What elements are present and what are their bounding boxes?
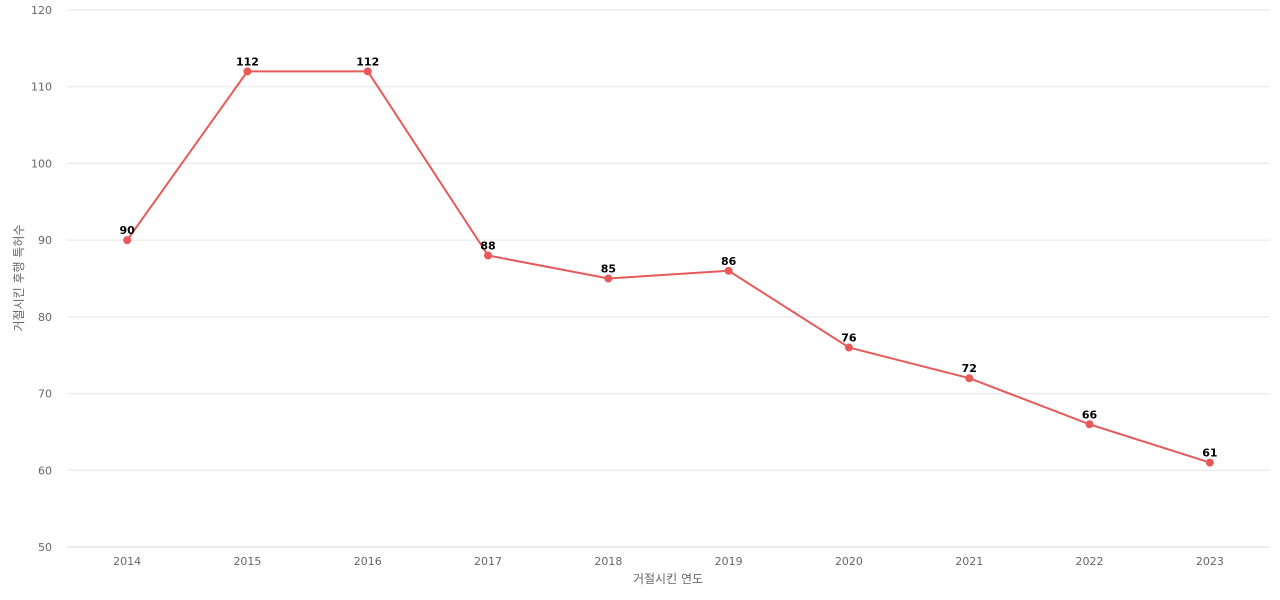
- data-point[interactable]: [363, 67, 372, 76]
- x-tick-label: 2015: [233, 555, 261, 568]
- x-tick-label: 2014: [113, 555, 141, 568]
- data-labels: 90 112 112 88 85 86 76 72 66 61: [119, 55, 1217, 459]
- data-label: 112: [356, 55, 379, 68]
- y-tick-label: 100: [31, 157, 52, 170]
- grid: [67, 9, 1270, 548]
- x-tick-label: 2020: [835, 555, 863, 568]
- data-label: 61: [1202, 447, 1217, 460]
- x-axis-ticks: 2014 2015 2016 2017 2018 2019 2020 2021 2022 2023: [113, 555, 1224, 568]
- data-label: 112: [236, 55, 259, 68]
- data-point[interactable]: [1085, 420, 1094, 429]
- data-point[interactable]: [484, 251, 493, 260]
- y-tick-label: 80: [38, 311, 52, 324]
- data-point[interactable]: [604, 274, 613, 283]
- y-tick-label: 50: [38, 541, 52, 554]
- data-point[interactable]: [724, 266, 733, 275]
- data-point[interactable]: [965, 374, 974, 383]
- x-axis-title: 거절시킨 연도: [633, 572, 703, 586]
- y-tick-label: 60: [38, 464, 52, 477]
- y-axis-ticks: 50 60 70 80 90 100 110 120: [31, 4, 52, 554]
- x-tick-label: 2017: [474, 555, 502, 568]
- series-line: [126, 70, 1211, 464]
- data-point[interactable]: [1205, 458, 1214, 467]
- data-label: 88: [480, 239, 495, 252]
- y-tick-label: 120: [31, 4, 52, 17]
- x-tick-label: 2019: [715, 555, 743, 568]
- x-tick-label: 2023: [1196, 555, 1224, 568]
- data-label: 90: [119, 224, 135, 237]
- y-tick-label: 110: [31, 81, 52, 94]
- x-tick-label: 2018: [594, 555, 622, 568]
- data-point[interactable]: [243, 67, 252, 76]
- data-label: 86: [721, 255, 737, 268]
- series: [123, 67, 1214, 467]
- x-tick-label: 2016: [354, 555, 382, 568]
- data-label: 66: [1082, 408, 1098, 421]
- data-point[interactable]: [123, 236, 132, 245]
- y-tick-label: 90: [38, 234, 52, 247]
- y-tick-label: 70: [38, 388, 52, 401]
- data-label: 72: [962, 362, 977, 375]
- data-label: 76: [841, 332, 857, 345]
- data-point[interactable]: [844, 343, 853, 352]
- x-tick-label: 2021: [955, 555, 983, 568]
- x-tick-label: 2022: [1076, 555, 1104, 568]
- data-label: 85: [601, 263, 616, 276]
- y-axis-title: 거절시킨 후행 특허수: [11, 225, 26, 332]
